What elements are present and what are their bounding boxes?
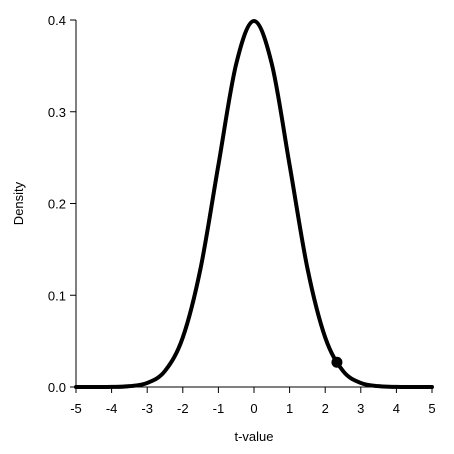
x-axis-title: t-value xyxy=(234,429,273,444)
x-tick-label: 1 xyxy=(286,401,293,416)
highlight-point xyxy=(331,356,343,368)
x-tick-label: -1 xyxy=(213,401,225,416)
y-tick-label: 0.2 xyxy=(48,197,66,212)
y-tick-label: 0.3 xyxy=(48,105,66,120)
x-tick-label: -3 xyxy=(141,401,153,416)
x-tick-label: -2 xyxy=(177,401,189,416)
x-tick-label: 2 xyxy=(322,401,329,416)
x-tick-label: -5 xyxy=(70,401,82,416)
x-tick-label: -4 xyxy=(106,401,118,416)
x-ticks: -5 -4 -3 -2 -1 0 1 2 3 4 5 xyxy=(70,387,436,416)
plot-area xyxy=(74,19,434,390)
y-axis-title: Density xyxy=(11,181,26,225)
density-curve xyxy=(74,19,434,390)
x-tick-label: 3 xyxy=(357,401,364,416)
x-tick-label: 0 xyxy=(250,401,257,416)
y-tick-label: 0.1 xyxy=(48,288,66,303)
y-tick-label: 0.4 xyxy=(48,13,66,28)
x-tick-label: 4 xyxy=(393,401,400,416)
y-tick-label: 0.0 xyxy=(48,380,66,395)
y-ticks: 0.0 0.1 0.2 0.3 0.4 xyxy=(48,13,76,395)
x-tick-label: 5 xyxy=(428,401,435,416)
